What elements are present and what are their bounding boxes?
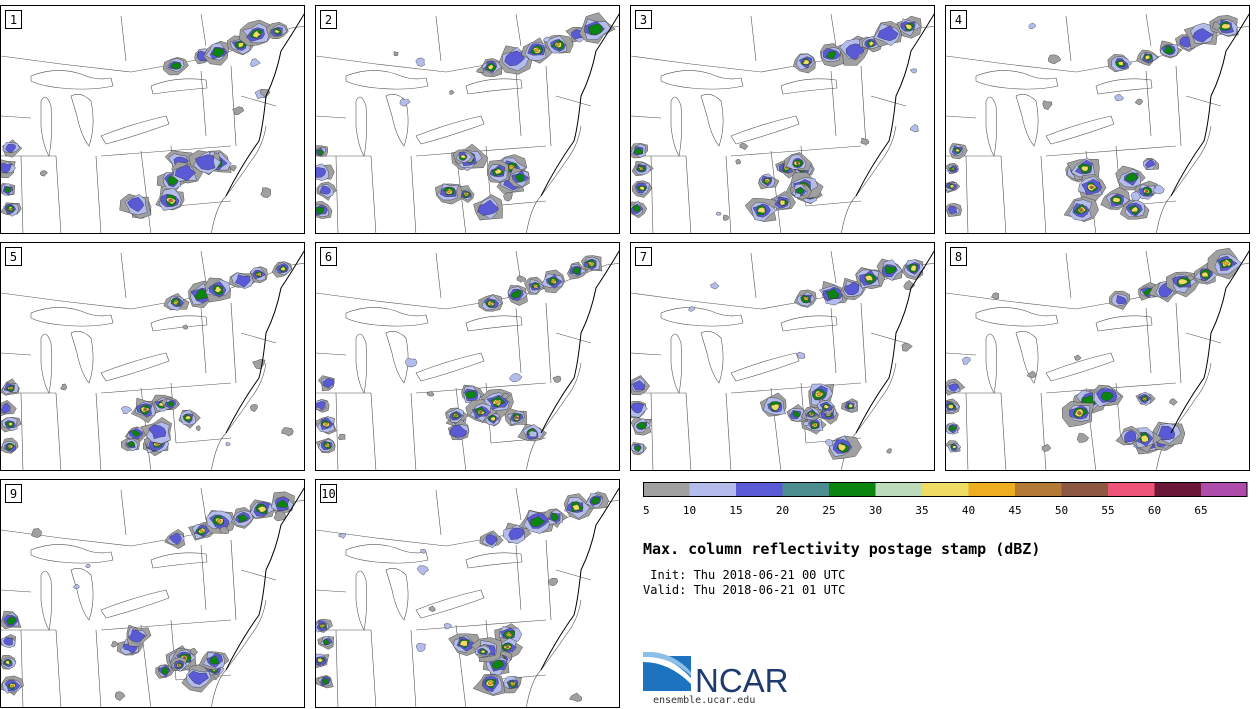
colorbar-tick-label: 60 bbox=[1148, 504, 1161, 517]
colorbar-swatch-7 bbox=[968, 482, 1015, 497]
colorbar-swatch-2 bbox=[736, 482, 783, 497]
colorbar-swatch-6 bbox=[922, 482, 969, 497]
member-number-label: 7 bbox=[635, 247, 652, 266]
reflectivity-colorbar: 5 10 15 20 25 30 35 40 45 50 55 60 65 bbox=[643, 482, 1248, 517]
member-number-label: 4 bbox=[950, 10, 967, 29]
member-panel-8: 8 bbox=[945, 242, 1250, 471]
member-panel-5: 5 bbox=[0, 242, 305, 471]
colorbar-swatch-1 bbox=[689, 482, 736, 497]
colorbar-tick-label: 50 bbox=[1055, 504, 1068, 517]
member-number-label: 6 bbox=[320, 247, 337, 266]
colorbar-tick-label: 55 bbox=[1101, 504, 1114, 517]
colorbar-tick-label: 5 bbox=[643, 504, 650, 517]
member-panel-4: 4 bbox=[945, 5, 1250, 234]
member-number-label: 8 bbox=[950, 247, 967, 266]
ncar-logo: NCAR bbox=[643, 652, 789, 696]
member-map-5 bbox=[1, 250, 304, 470]
colorbar-tick-label: 15 bbox=[729, 504, 742, 517]
member-panel-1: 1 bbox=[0, 5, 305, 234]
member-panel-3: 3 bbox=[630, 5, 935, 234]
figure-title: Max. column reflectivity postage stamp (… bbox=[643, 540, 1041, 558]
member-map-4 bbox=[946, 13, 1249, 233]
colorbar-tick-label: 35 bbox=[915, 504, 928, 517]
valid-time: Valid: Thu 2018-06-21 01 UTC bbox=[643, 583, 846, 597]
member-map-6 bbox=[316, 250, 619, 470]
member-map-7 bbox=[631, 250, 934, 470]
member-number-label: 3 bbox=[635, 10, 652, 29]
member-map-8 bbox=[946, 247, 1249, 470]
colorbar-swatch-11 bbox=[1154, 482, 1201, 497]
colorbar-tick-label: 10 bbox=[683, 504, 696, 517]
colorbar-tick-label: 30 bbox=[869, 504, 882, 517]
colorbar-swatch-10 bbox=[1108, 482, 1155, 497]
member-panel-10: 10 bbox=[315, 479, 620, 708]
ncar-logo-text: NCAR bbox=[695, 662, 789, 696]
member-number-label: 2 bbox=[320, 10, 337, 29]
colorbar-swatch-0 bbox=[643, 482, 690, 497]
member-number-label: 5 bbox=[5, 247, 22, 266]
member-number-label: 10 bbox=[320, 484, 337, 503]
colorbar-tick-label: 40 bbox=[962, 504, 975, 517]
colorbar-tick-label: 65 bbox=[1194, 504, 1207, 517]
member-number-label: 1 bbox=[5, 10, 22, 29]
colorbar-swatch-9 bbox=[1061, 482, 1108, 497]
site-url: ensemble.ucar.edu bbox=[653, 695, 756, 706]
colorbar-tick-label: 20 bbox=[776, 504, 789, 517]
init-time: Init: Thu 2018-06-21 00 UTC bbox=[643, 568, 846, 582]
member-map-9 bbox=[1, 487, 304, 707]
colorbar-swatch-8 bbox=[1015, 482, 1062, 497]
member-panel-2: 2 bbox=[315, 5, 620, 234]
colorbar-tick-label: 25 bbox=[822, 504, 835, 517]
member-panel-9: 9 bbox=[0, 479, 305, 708]
member-number-label: 9 bbox=[5, 484, 22, 503]
colorbar-swatch-4 bbox=[829, 482, 876, 497]
colorbar-swatch-12 bbox=[1201, 482, 1248, 497]
colorbar-swatch-5 bbox=[875, 482, 922, 497]
member-map-3 bbox=[631, 13, 934, 233]
member-panel-7: 7 bbox=[630, 242, 935, 471]
member-map-1 bbox=[1, 13, 304, 233]
member-map-10 bbox=[316, 487, 619, 707]
colorbar-swatch-3 bbox=[782, 482, 829, 497]
member-map-2 bbox=[316, 12, 619, 233]
member-panel-6: 6 bbox=[315, 242, 620, 471]
colorbar-tick-label: 45 bbox=[1008, 504, 1021, 517]
